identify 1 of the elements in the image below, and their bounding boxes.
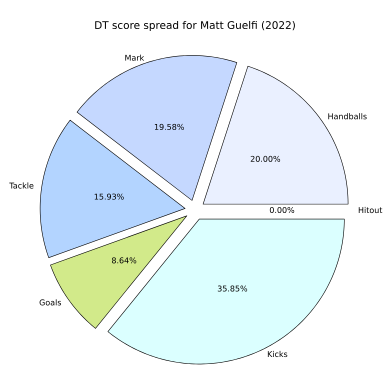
chart-title: DT score spread for Matt Guelfi (2022) xyxy=(95,20,295,32)
